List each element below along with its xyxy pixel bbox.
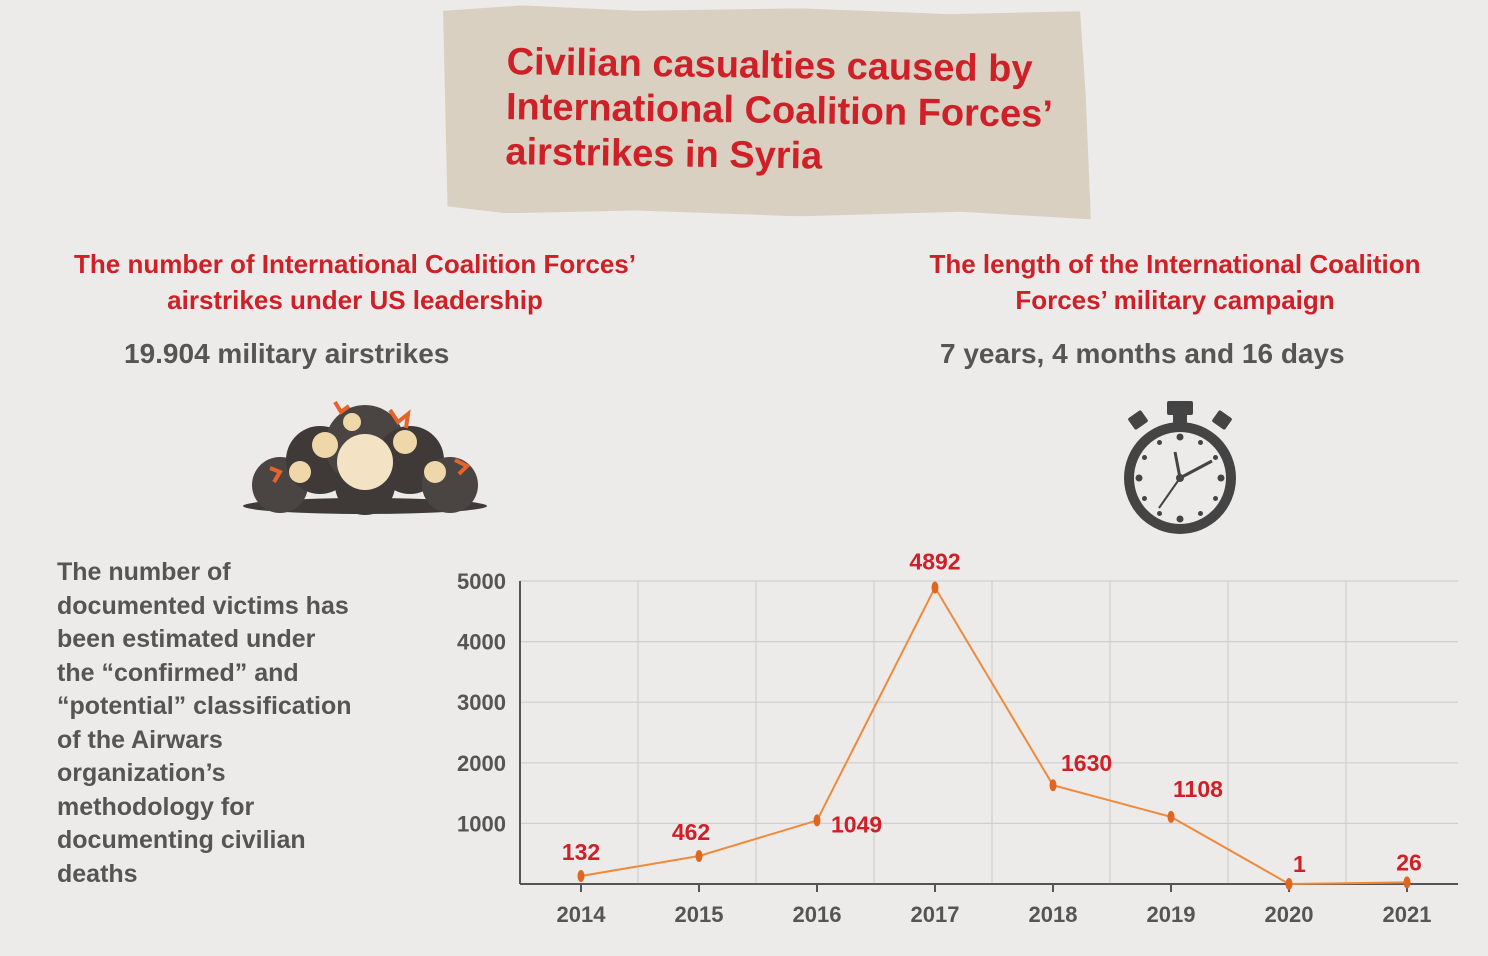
- y-tick-label: 1000: [457, 811, 506, 836]
- data-point: [931, 581, 939, 594]
- airstrikes-heading: The number of International Coalition Fo…: [74, 249, 636, 315]
- chart-data-labels: 132 462 1049 4892 1630 1108 1 26: [562, 549, 1422, 877]
- y-tick-label: 5000: [457, 569, 506, 594]
- x-tick-label: 2020: [1265, 902, 1314, 927]
- data-point: [577, 870, 585, 883]
- data-label: 26: [1396, 849, 1422, 875]
- x-tick-label: 2014: [557, 902, 607, 927]
- page-title: Civilian casualties caused by Internatio…: [505, 41, 1052, 178]
- casualties-line: [580, 585, 1408, 885]
- campaign-length-heading: The length of the International Coalitio…: [929, 249, 1421, 315]
- x-tick-label: 2015: [675, 902, 724, 927]
- data-point: [1049, 779, 1057, 792]
- y-tick-label: 2000: [457, 751, 506, 776]
- data-point: [1403, 876, 1411, 889]
- data-point: [813, 814, 821, 827]
- stopwatch-icon: [1124, 401, 1236, 534]
- data-label: 4892: [909, 549, 960, 575]
- data-label: 1630: [1061, 750, 1112, 776]
- campaign-length-value: 7 years, 4 months and 16 days: [940, 338, 1345, 369]
- y-tick-label: 3000: [457, 690, 506, 715]
- x-tick-label: 2017: [911, 902, 960, 927]
- x-tick-label: 2016: [793, 902, 842, 927]
- casualties-line-chart: 1000 2000 3000 4000 5000 2014 2015 2016 2017 2018…: [457, 549, 1458, 927]
- data-point: [1167, 810, 1175, 823]
- data-point: [1285, 877, 1293, 890]
- x-tick-label: 2021: [1383, 902, 1432, 927]
- data-point: [695, 850, 703, 863]
- data-label: 1: [1293, 851, 1306, 877]
- y-tick-label: 4000: [457, 630, 506, 655]
- data-label: 462: [672, 819, 710, 845]
- chart-series: [577, 581, 1411, 890]
- data-label: 132: [562, 839, 600, 865]
- data-label: 1108: [1173, 776, 1223, 802]
- x-tick-label: 2018: [1029, 902, 1078, 927]
- explosion-icon: [243, 400, 487, 515]
- chart-grid: [520, 580, 1458, 884]
- data-label: 1049: [831, 811, 882, 837]
- airstrikes-count: 19.904 military airstrikes: [124, 338, 450, 369]
- methodology-note: The number of documented victims has bee…: [57, 558, 352, 888]
- x-tick-label: 2019: [1147, 902, 1196, 927]
- chart-axes: 1000 2000 3000 4000 5000 2014 2015 2016 2017 2018…: [457, 569, 1458, 927]
